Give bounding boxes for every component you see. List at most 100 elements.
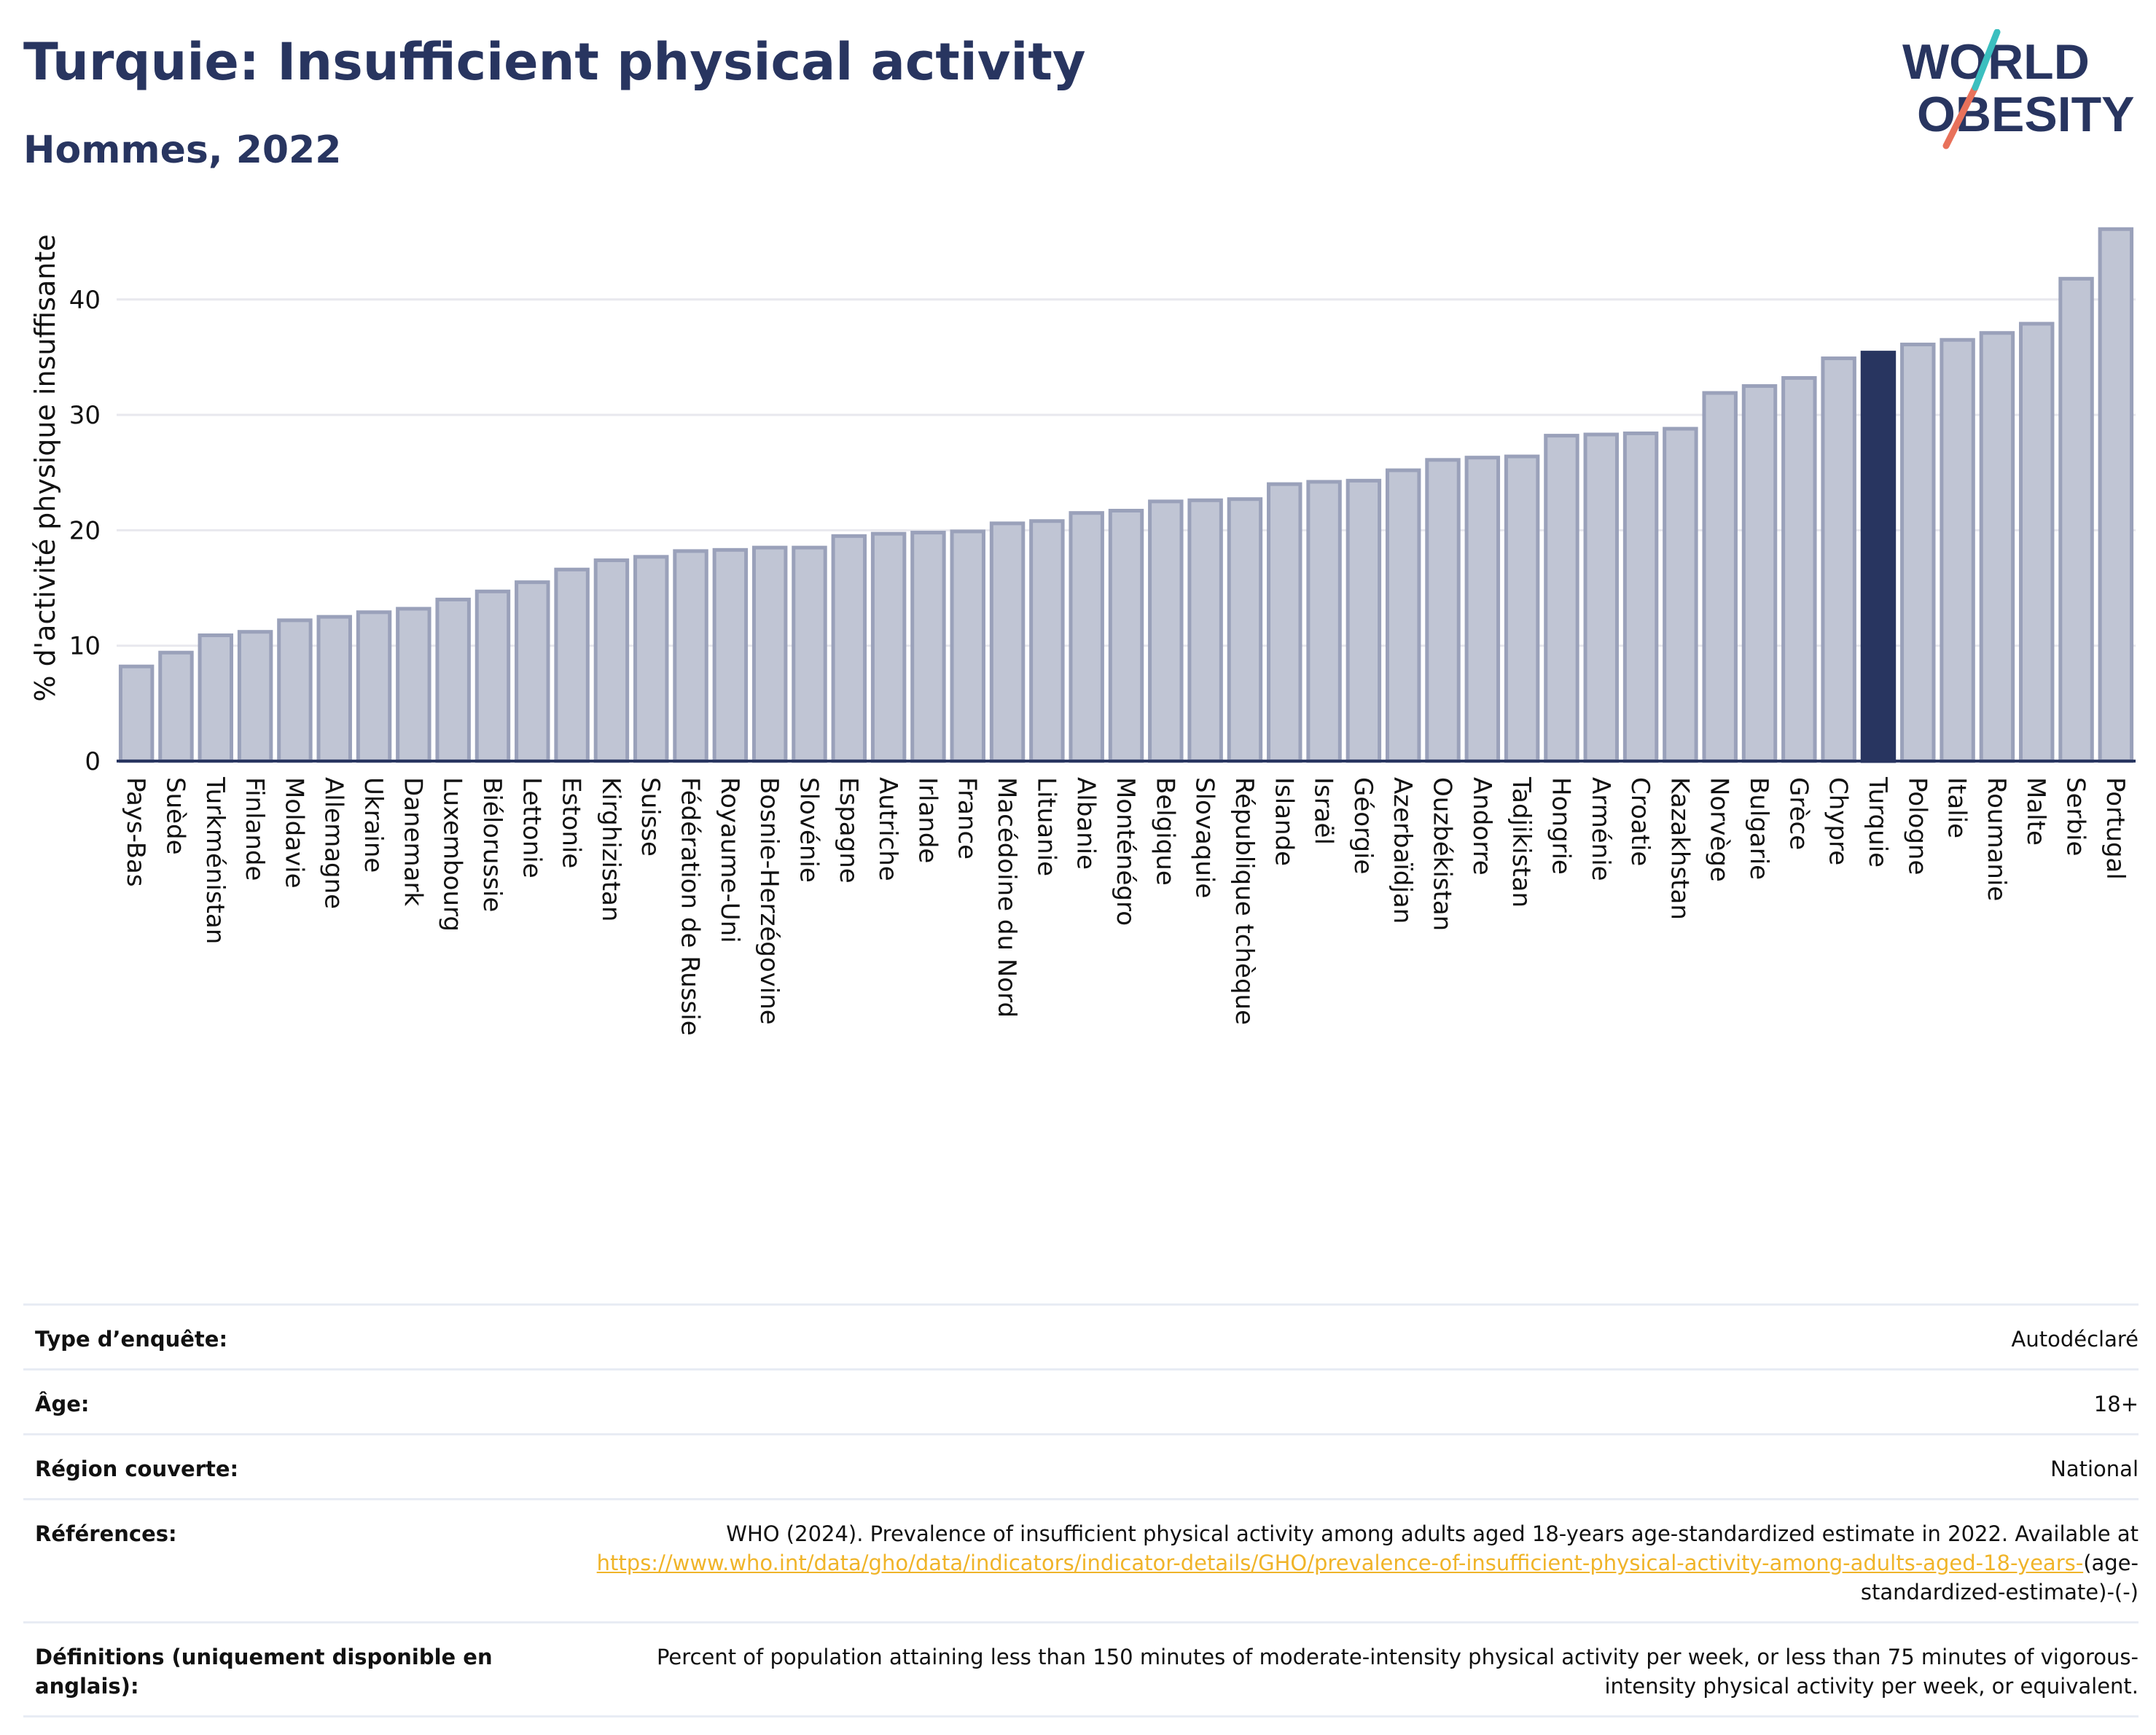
bar (950, 529, 985, 763)
bar (356, 610, 392, 763)
references-label: Références: (35, 1521, 177, 1546)
y-axis-label: % d'activité physique insuffisante (29, 234, 61, 701)
age-value: 18+ (2093, 1392, 2139, 1416)
definitions-label: Définitions (uniquement disponible en an… (35, 1645, 493, 1699)
x-tick-label: Pays-Bas (121, 777, 150, 887)
logo-slash-teal (1972, 29, 2001, 91)
x-tick-label: Hongrie (1546, 777, 1575, 875)
references-value: WHO (2024). Prevalence of insufficient p… (571, 1519, 2139, 1607)
metadata-table: Type d’enquête: Autodéclaré Âge: 18+ Rég… (23, 1303, 2139, 1718)
x-tick-label: Kirghizistan (596, 777, 625, 921)
x-tick-label: Croatie (1625, 777, 1655, 866)
bar (158, 650, 194, 763)
x-tick-label: Géorgie (1348, 777, 1378, 874)
bar (1583, 432, 1619, 763)
bar (1860, 351, 1897, 763)
survey-label: Type d’enquête: (35, 1327, 228, 1352)
bar (831, 534, 867, 763)
x-tick-label: Israël (1309, 777, 1338, 845)
bar (870, 531, 907, 763)
x-tick-label: Turquie (1863, 776, 1892, 868)
bar (198, 633, 234, 763)
y-tick-label: 20 (69, 516, 101, 545)
x-tick-label: Turkménistan (200, 776, 230, 944)
x-tick-label: Pologne (1902, 777, 1932, 875)
x-tick-label: Azerbaïdjan (1388, 777, 1417, 924)
x-tick-label: Suède (160, 777, 190, 855)
x-tick-label: Lettonie (517, 777, 546, 878)
region-label: Région couverte: (35, 1457, 239, 1481)
x-tick-label: Finlande (240, 777, 269, 881)
x-tick-label: République tchèque (1230, 777, 1259, 1025)
x-tick-label: Royaume-Uni (715, 777, 744, 943)
x-tick-label: Fédération de Russie (676, 777, 705, 1036)
bar (1306, 480, 1342, 763)
x-tick-label: Malte (2021, 777, 2050, 846)
bar (593, 558, 630, 763)
logo-slash-coral (1942, 84, 1979, 149)
x-tick-label: Roumanie (1982, 777, 2011, 901)
x-tick-label: Arménie (1586, 777, 1615, 881)
y-tick-label: 0 (85, 747, 101, 776)
bar (1544, 434, 1579, 763)
y-tick-label: 10 (69, 632, 101, 661)
bar (396, 607, 431, 763)
x-tick-label: Portugal (2101, 777, 2130, 880)
bar (751, 545, 788, 763)
bar (2058, 276, 2094, 763)
x-tick-label: Lituanie (1031, 777, 1061, 876)
references-suffix: (age-standardized-estimate)-(-) (1860, 1551, 2139, 1605)
bar (792, 545, 827, 763)
bar (1741, 384, 1778, 763)
meta-row-references: Références: WHO (2024). Prevalence of in… (23, 1498, 2139, 1621)
bar-chart: 0 10 20 30 40 Pays-Bas Suède Turkménistan Finlan… (29, 227, 2136, 1036)
x-tick-label: Chypre (1824, 777, 1853, 865)
bar (1227, 497, 1263, 763)
x-tick-label: Macédoine du Nord (992, 777, 1021, 1018)
x-tick-label: Slovénie (794, 777, 823, 883)
age-label: Âge: (35, 1392, 90, 1416)
bar (1622, 431, 1659, 763)
bar (633, 555, 669, 763)
bar (118, 664, 155, 763)
y-tick-label: 30 (69, 401, 101, 430)
bar (712, 547, 749, 763)
bar (2018, 321, 2055, 763)
x-tick-label: Serbie (2061, 777, 2090, 856)
x-tick-label: Grèce (1784, 777, 1813, 850)
bar (2098, 227, 2134, 763)
x-tick-label: Allemagne (319, 777, 348, 909)
x-tick-label: Albanie (1071, 777, 1101, 870)
y-tick-label: 40 (69, 286, 101, 315)
bar (1425, 458, 1461, 763)
bar (554, 567, 590, 763)
bar (1345, 478, 1382, 763)
meta-row-region: Région couverte: National (23, 1433, 2139, 1498)
bar (1267, 482, 1302, 763)
meta-row-definitions: Définitions (uniquement disponible en an… (23, 1621, 2139, 1718)
bar (515, 580, 550, 763)
bar (435, 597, 471, 763)
bar (1781, 375, 1817, 763)
x-tick-label: Suisse (636, 777, 665, 857)
references-text: WHO (2024). Prevalence of insufficient p… (726, 1521, 2139, 1546)
bar (316, 615, 352, 763)
bar (1029, 519, 1065, 763)
meta-row-survey: Type d’enquête: Autodéclaré (23, 1303, 2139, 1368)
bar (1821, 356, 1856, 763)
x-tick-label: Tadjikistan (1507, 776, 1536, 908)
x-tick-label: Danemark (398, 777, 427, 906)
x-tick-label: Andorre (1467, 777, 1496, 876)
bar (1385, 468, 1421, 763)
x-tick-label: Bosnie-Herzégovine (754, 777, 784, 1025)
x-tick-label: Autriche (873, 777, 902, 881)
world-obesity-logo: WORLD OBESITY (1902, 29, 2135, 149)
x-tick-label: Monténégro (1111, 777, 1140, 926)
meta-row-age: Âge: 18+ (23, 1368, 2139, 1433)
x-tick-label: Luxembourg (438, 777, 467, 932)
bar (1979, 331, 2015, 763)
x-tick-label: Slovaquie (1190, 777, 1219, 898)
references-link[interactable]: https://www.who.int/data/gho/data/indica… (596, 1551, 2084, 1575)
x-tick-label: Norvège (1705, 777, 1734, 882)
bar (1108, 508, 1144, 763)
